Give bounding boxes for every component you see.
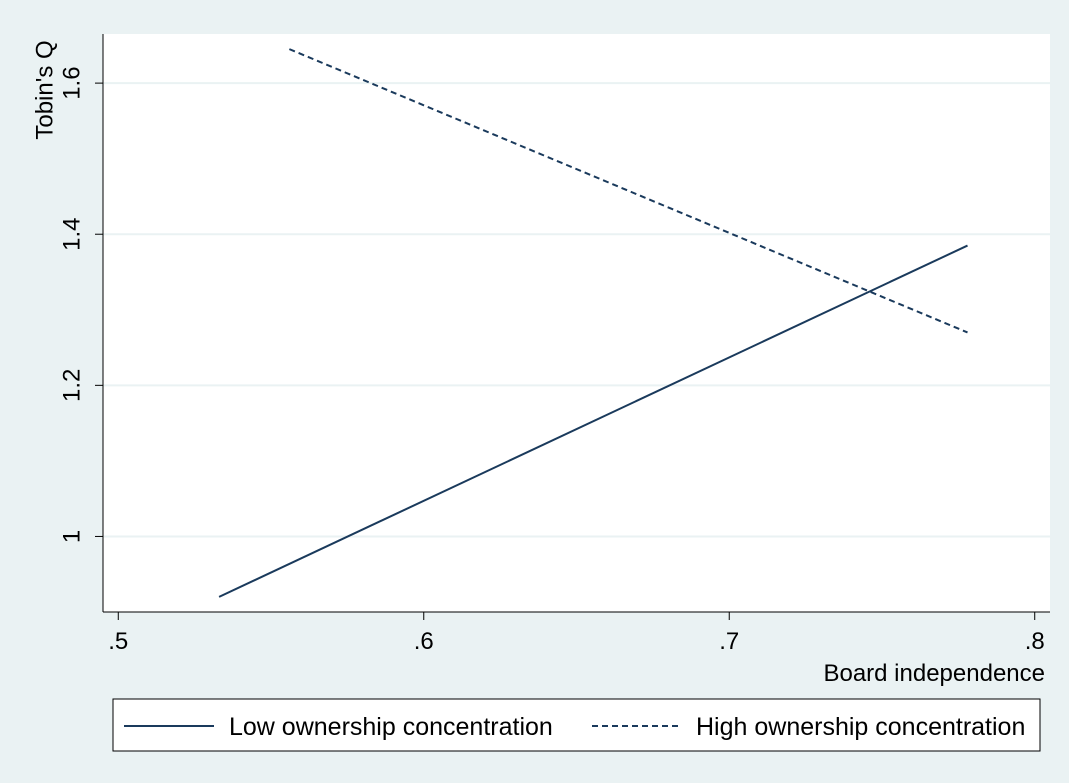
x-tick-label: .7 bbox=[719, 628, 739, 655]
y-axis-ticks: 1 1.2 1.4 1.6 bbox=[58, 66, 103, 543]
series-lines bbox=[218, 48, 968, 598]
series-line-low-ownership bbox=[218, 244, 968, 598]
x-axis-title: Board independence bbox=[823, 660, 1045, 687]
series-line-high-ownership bbox=[288, 48, 968, 334]
grid-lines bbox=[103, 82, 1050, 538]
y-tick-label: 1.6 bbox=[58, 66, 85, 99]
x-tick-label: .5 bbox=[108, 628, 128, 655]
y-axis-title: Tobin's Q bbox=[31, 40, 58, 139]
y-tick-label: 1.2 bbox=[58, 369, 85, 402]
plot-background bbox=[103, 34, 1050, 612]
x-tick-label: .8 bbox=[1025, 628, 1045, 655]
y-tick-label: 1 bbox=[58, 530, 85, 543]
legend-label-high: High ownership concentration bbox=[696, 713, 1025, 741]
x-tick-label: .6 bbox=[414, 628, 434, 655]
legend: Low ownership concentration High ownersh… bbox=[112, 698, 1041, 752]
legend-label-low: Low ownership concentration bbox=[229, 713, 553, 741]
legend-box bbox=[112, 698, 1041, 752]
y-tick-label: 1.4 bbox=[58, 218, 85, 251]
x-axis-ticks: .5 .6 .7 .8 bbox=[108, 612, 1045, 655]
